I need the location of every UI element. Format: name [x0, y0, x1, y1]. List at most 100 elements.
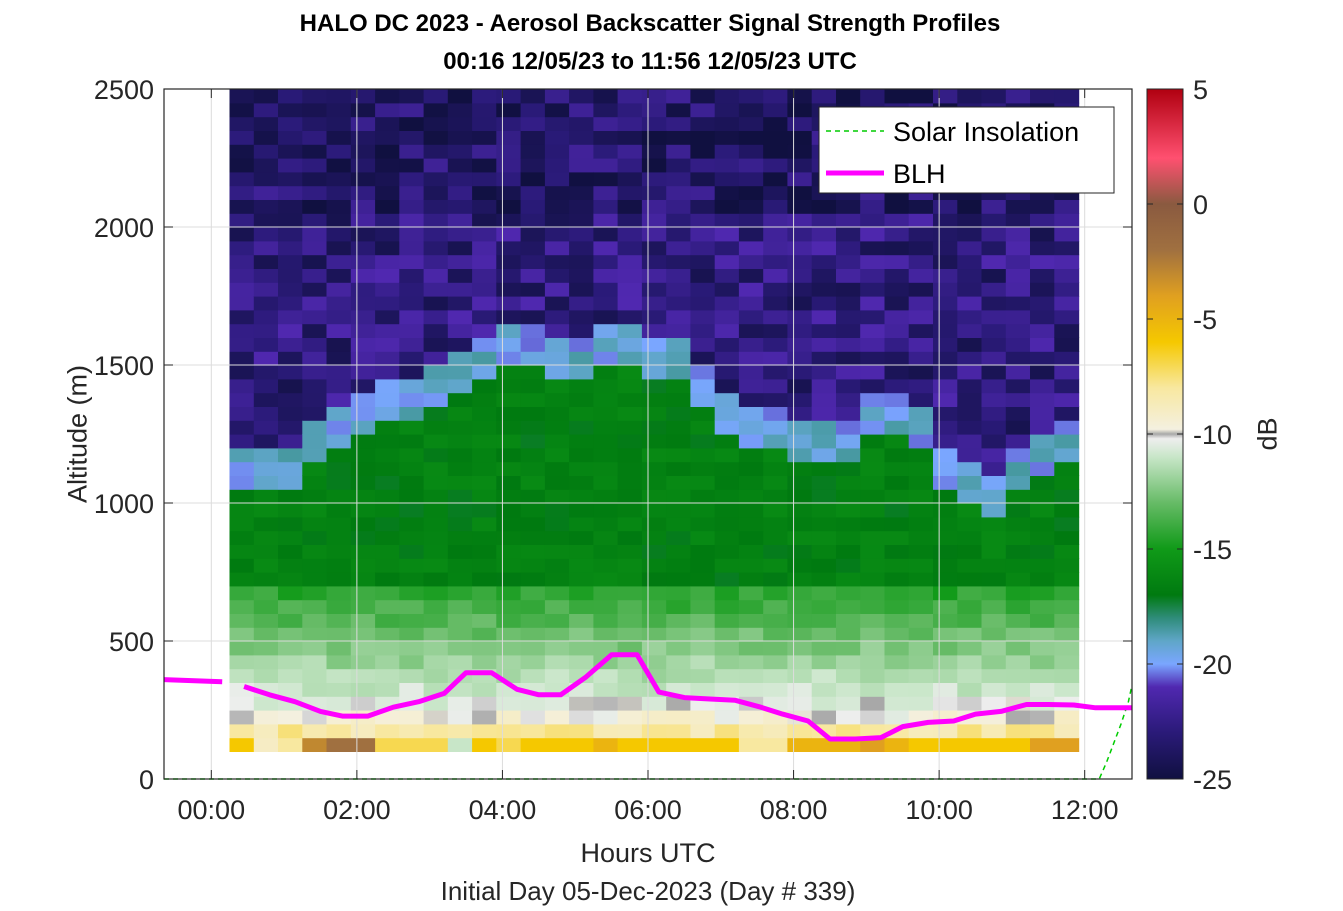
heatmap-cell	[472, 434, 497, 449]
heatmap-cell	[399, 530, 425, 545]
heatmap-cell	[326, 544, 352, 559]
heatmap-cell	[1054, 668, 1080, 683]
heatmap-cell	[520, 406, 546, 421]
heatmap-cell	[933, 268, 958, 283]
heatmap-cell	[278, 627, 303, 642]
heatmap-cell	[375, 406, 400, 421]
heatmap-cell	[472, 227, 497, 242]
heatmap-cell	[981, 240, 1007, 256]
heatmap-cell	[326, 309, 352, 325]
heatmap-cell	[375, 420, 400, 435]
heatmap-cell	[326, 461, 352, 476]
heatmap-cell	[1054, 337, 1080, 352]
heatmap-cell	[811, 406, 837, 421]
heatmap-cell	[278, 130, 303, 145]
heatmap-cell	[714, 599, 740, 614]
heatmap-cell	[714, 296, 740, 311]
heatmap-cell	[690, 213, 716, 228]
heatmap-cell	[617, 378, 643, 394]
heatmap-cell	[496, 558, 522, 573]
heatmap-cell	[641, 641, 667, 656]
heatmap-cell	[375, 185, 400, 200]
heatmap-cell	[811, 268, 837, 283]
heatmap-cell	[253, 544, 279, 559]
heatmap-cell	[472, 392, 497, 407]
heatmap-cell	[957, 406, 983, 421]
heatmap-cell	[520, 420, 546, 435]
heatmap-cell	[399, 420, 425, 435]
heatmap-cell	[253, 268, 279, 283]
heatmap-cell	[302, 406, 328, 421]
heatmap-cell	[617, 420, 643, 435]
heatmap-cell	[836, 227, 861, 242]
heatmap-cell	[350, 558, 376, 573]
heatmap-cell	[520, 102, 546, 118]
heatmap-cell	[1054, 723, 1080, 739]
heatmap-cell	[1054, 503, 1080, 518]
legend-box	[818, 106, 1115, 194]
heatmap-cell	[399, 641, 425, 656]
heatmap-cell	[884, 392, 910, 407]
heatmap-cell	[933, 213, 958, 228]
heatmap-cell	[738, 420, 764, 435]
heatmap-cell	[981, 227, 1007, 242]
heatmap-cell	[908, 668, 934, 683]
heatmap-cell	[981, 627, 1007, 642]
heatmap-cell	[253, 572, 279, 587]
heatmap-cell	[423, 723, 449, 739]
y-tick-label: 0	[139, 765, 154, 795]
heatmap-cell	[447, 434, 473, 449]
heatmap-cell	[472, 723, 497, 739]
heatmap-cell	[447, 144, 473, 159]
heatmap-cell	[1005, 641, 1031, 656]
heatmap-cell	[569, 89, 594, 104]
heatmap-cell	[957, 503, 983, 518]
heatmap-cell	[1030, 641, 1055, 656]
heatmap-cell	[860, 309, 886, 325]
heatmap-cell	[593, 227, 619, 242]
heatmap-cell	[569, 723, 594, 739]
heatmap-cell	[641, 282, 667, 297]
heatmap-cell	[278, 710, 303, 725]
heatmap-cell	[811, 365, 837, 380]
heatmap-cell	[860, 737, 886, 752]
heatmap-cell	[1030, 365, 1055, 380]
heatmap-cell	[738, 544, 764, 559]
colorbar-tick-label: -25	[1193, 765, 1232, 795]
heatmap-cell	[229, 130, 255, 145]
heatmap-cell	[1030, 585, 1055, 601]
heatmap-cell	[375, 392, 400, 407]
heatmap-cell	[423, 351, 449, 366]
heatmap-cell	[641, 599, 667, 614]
heatmap-cell	[884, 572, 910, 587]
heatmap-cell	[933, 516, 958, 532]
heatmap-cell	[520, 723, 546, 739]
heatmap-cell	[520, 544, 546, 559]
heatmap-cell	[690, 323, 716, 338]
heatmap-cell	[472, 475, 497, 490]
heatmap-cell	[787, 558, 813, 573]
heatmap-cell	[569, 227, 594, 242]
heatmap-cell	[860, 461, 886, 476]
heatmap-cell	[302, 489, 328, 504]
heatmap-cell	[350, 213, 376, 228]
heatmap-cell	[860, 503, 886, 518]
heatmap-cell	[666, 544, 692, 559]
heatmap-cell	[714, 199, 740, 214]
heatmap-cell	[617, 337, 643, 352]
x-axis: 00:00 02:00 04:00 06:00 08:00 10:00 12:00	[178, 89, 1118, 825]
heatmap-cell	[472, 116, 497, 131]
heatmap-cell	[229, 668, 255, 683]
heatmap-cell	[544, 544, 570, 559]
heatmap-cell	[908, 406, 934, 421]
heatmap-cell	[617, 627, 643, 642]
heatmap-cell	[738, 682, 764, 697]
heatmap-cell	[399, 585, 425, 601]
heatmap-cell	[811, 489, 837, 504]
heatmap-cell	[836, 447, 861, 463]
heatmap-cell	[520, 392, 546, 407]
colorbar-tick-label: -5	[1193, 305, 1217, 335]
heatmap-cell	[884, 627, 910, 642]
